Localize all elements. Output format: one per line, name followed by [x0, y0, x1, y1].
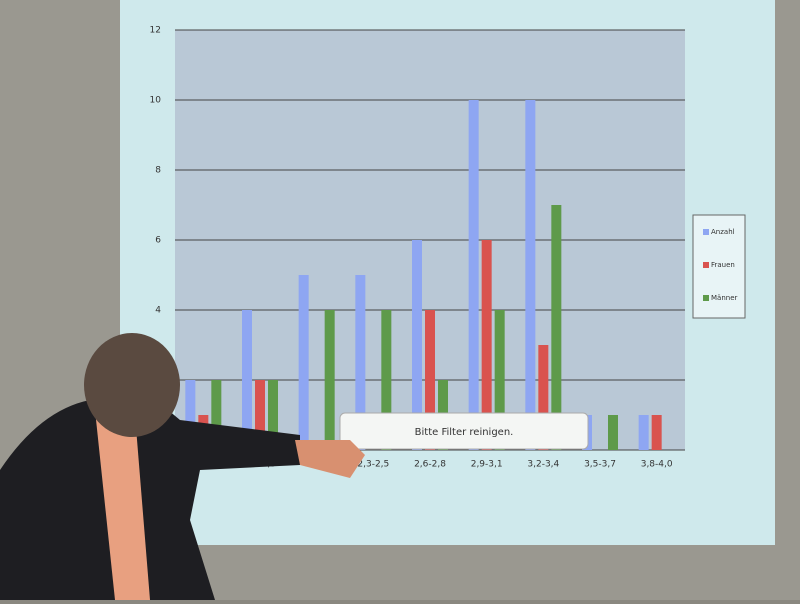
- legend-swatch: [703, 295, 709, 301]
- bar: [468, 100, 479, 450]
- presenter-shirt: [95, 410, 150, 600]
- bar: [638, 415, 649, 450]
- bar: [324, 310, 335, 450]
- presenter-hand: [295, 440, 365, 478]
- x-tick-label: 2,3-2,5: [357, 460, 389, 470]
- bar: [425, 310, 435, 450]
- bar: [298, 275, 309, 450]
- y-tick-label: 6: [155, 236, 161, 246]
- legend-label: Männer: [711, 294, 738, 302]
- bar: [268, 380, 278, 450]
- bar: [608, 415, 618, 450]
- x-tick-label: 3,2-3,4: [527, 460, 559, 470]
- legend-label: Anzahl: [711, 228, 735, 236]
- y-tick-label: 10: [150, 96, 162, 106]
- presenter-head: [84, 333, 180, 437]
- x-tick-label: 3,8-4,0: [641, 460, 673, 470]
- bar: [551, 205, 562, 450]
- y-tick-label: 8: [155, 166, 161, 176]
- bar: [242, 310, 252, 450]
- legend-swatch: [703, 262, 709, 268]
- bar: [481, 240, 492, 450]
- bar: [494, 310, 505, 450]
- bar: [185, 380, 196, 450]
- x-tick-label: 3,5-3,7: [584, 460, 616, 470]
- legend-label: Frauen: [711, 261, 735, 269]
- bar: [525, 100, 536, 450]
- bar: [355, 275, 366, 450]
- legend-swatch: [703, 229, 709, 235]
- presenter-body: [0, 395, 300, 600]
- bar: [538, 345, 549, 450]
- x-tick-label: 2,9-3,1: [471, 460, 503, 470]
- message-banner: [339, 412, 589, 450]
- y-tick-label: 12: [150, 26, 161, 36]
- y-tick-label: 4: [155, 306, 161, 316]
- x-tick-label: 2,6-2,8: [414, 460, 446, 470]
- legend-box: [692, 214, 746, 319]
- bar: [412, 240, 422, 450]
- bar: [651, 415, 662, 450]
- bar: [211, 380, 222, 450]
- bar: [255, 380, 265, 450]
- projector-message: Bitte Filter reinigen.: [415, 427, 514, 438]
- bar: [381, 310, 392, 450]
